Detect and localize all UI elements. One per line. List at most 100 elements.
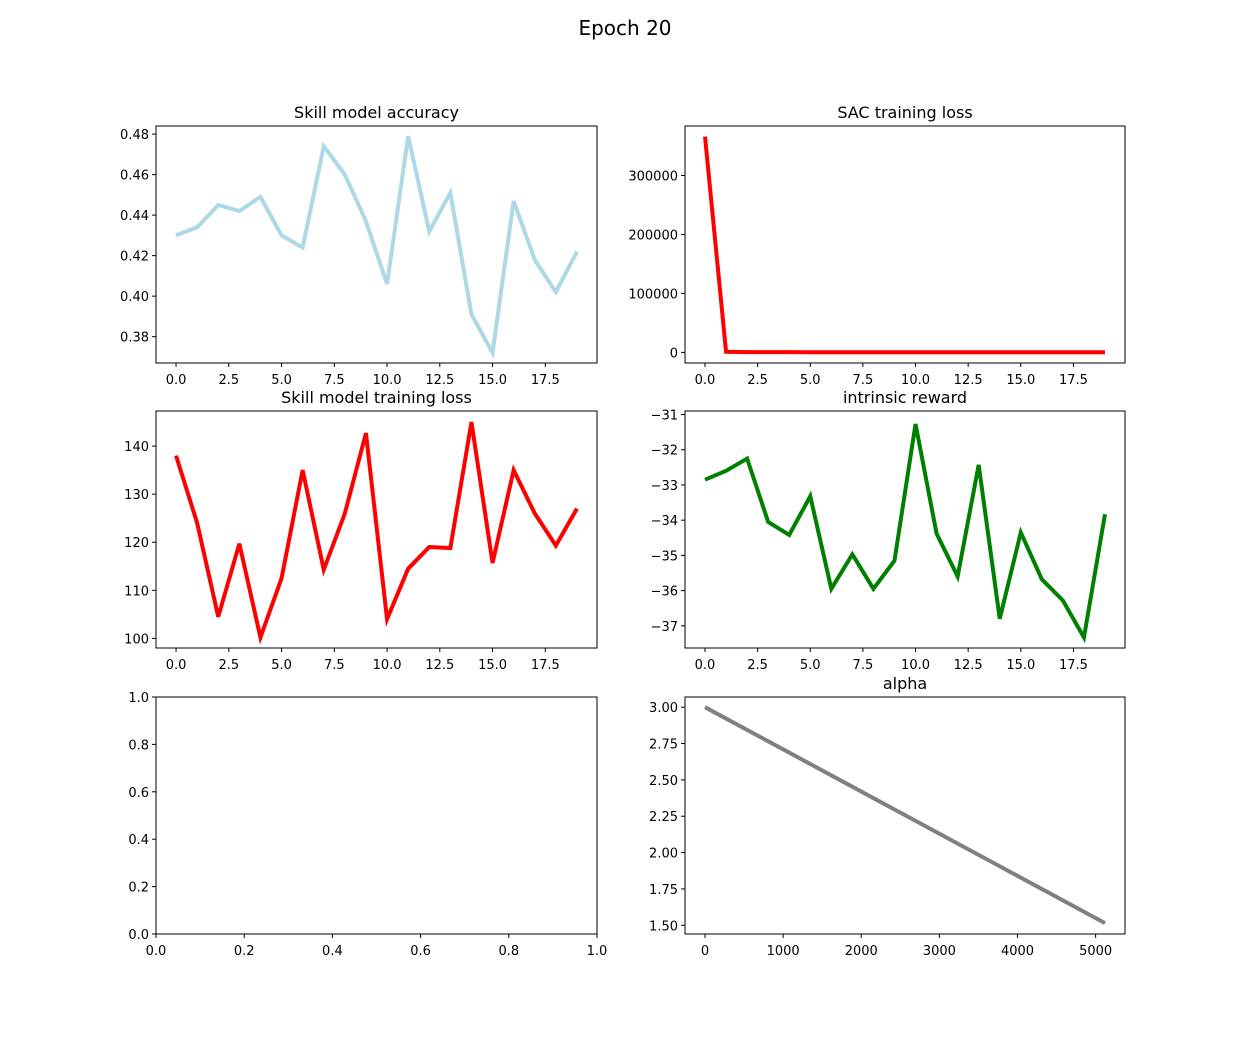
y-tick-label: 0.44 — [120, 209, 149, 224]
y-tick-label: 0.6 — [128, 786, 149, 801]
y-tick-label: 300000 — [628, 170, 678, 185]
x-tick-label: 10.0 — [901, 373, 930, 388]
axes-frame — [155, 696, 598, 935]
y-tick-label: 2.50 — [649, 774, 678, 789]
subplot-title: Skill model accuracy — [294, 103, 459, 122]
x-tick-label: 2.5 — [747, 373, 768, 388]
axes-frame — [684, 410, 1126, 649]
x-tick-label: 0.0 — [146, 944, 167, 959]
x-tick-label: 0.0 — [695, 373, 716, 388]
x-tick-label: 7.5 — [853, 373, 874, 388]
x-tick-label: 0.0 — [695, 658, 716, 673]
x-tick-label: 0.2 — [234, 944, 255, 959]
axes-frame — [155, 125, 598, 364]
y-tick-label: 2.75 — [649, 738, 678, 753]
y-tick-label: −36 — [651, 585, 678, 600]
y-tick-label: 100 — [124, 632, 149, 647]
y-tick-label: −32 — [651, 444, 678, 459]
subplot-title: intrinsic reward — [843, 388, 967, 407]
series-line — [703, 136, 1106, 355]
x-tick-label: 5.0 — [800, 658, 821, 673]
y-tick-label: 0.46 — [120, 169, 149, 184]
x-tick-label: 15.0 — [1006, 658, 1035, 673]
y-tick-label: 110 — [124, 584, 149, 599]
y-tick-label: 0.38 — [120, 331, 149, 346]
y-tick-label: 0.0 — [128, 928, 149, 943]
y-tick-label: 1.50 — [649, 919, 678, 934]
x-tick-label: 7.5 — [324, 658, 345, 673]
x-tick-label: 0.0 — [166, 658, 187, 673]
x-tick-label: 0.4 — [322, 944, 343, 959]
x-tick-label: 12.5 — [425, 373, 454, 388]
subplot-title: alpha — [883, 674, 927, 693]
y-tick-label: 120 — [124, 536, 149, 551]
axes-frame — [684, 125, 1126, 364]
x-tick-label: 2.5 — [218, 658, 239, 673]
y-tick-label: −35 — [651, 549, 678, 564]
figure-title: Epoch 20 — [578, 16, 672, 40]
x-tick-label: 3000 — [923, 944, 956, 959]
x-tick-label: 0.0 — [166, 373, 187, 388]
y-tick-label: −33 — [651, 479, 678, 494]
y-tick-label: 0.48 — [120, 128, 149, 143]
y-tick-label: 1.0 — [128, 691, 149, 706]
y-tick-label: 140 — [124, 440, 149, 455]
x-tick-label: 5000 — [1079, 944, 1112, 959]
x-tick-label: 17.5 — [531, 658, 560, 673]
subplot-2: 0.0 2.5 5.0 7.5 10.0 12.5 15.0 17.5 0 100000 20000… — [628, 103, 1126, 388]
x-tick-label: 2.5 — [218, 373, 239, 388]
x-tick-label: 0.6 — [410, 944, 431, 959]
subplot-5: 0.0 0.2 0.4 0.6 0.8 1.0 0.0 0.2 0.4 0.6 0.8 1.0 — [128, 691, 607, 959]
x-tick-label: 0 — [701, 944, 709, 959]
series-line — [704, 423, 1107, 644]
x-tick-label: 10.0 — [901, 658, 930, 673]
x-tick-label: 17.5 — [1059, 373, 1088, 388]
y-tick-label: 1.75 — [649, 883, 678, 898]
y-tick-label: 3.00 — [649, 701, 678, 716]
subplot-6: 0 1000 2000 3000 4000 5000 1.50 1.75 2.00 2.25 2.5… — [649, 674, 1126, 959]
x-tick-label: 4000 — [1001, 944, 1034, 959]
y-tick-label: 200000 — [628, 228, 678, 243]
x-tick-label: 15.0 — [478, 658, 507, 673]
x-tick-label: 10.0 — [373, 373, 402, 388]
x-tick-label: 17.5 — [1059, 658, 1088, 673]
y-tick-label: −31 — [651, 409, 678, 424]
x-tick-label: 15.0 — [1006, 373, 1035, 388]
subplot-4: 0.0 2.5 5.0 7.5 10.0 12.5 15.0 17.5 −37 −36 −35 −34… — [651, 388, 1126, 673]
y-tick-label: 0.4 — [128, 833, 149, 848]
x-tick-label: 2.5 — [747, 658, 768, 673]
x-tick-label: 5.0 — [800, 373, 821, 388]
x-tick-label: 15.0 — [478, 373, 507, 388]
x-tick-label: 7.5 — [853, 658, 874, 673]
series-line — [175, 135, 579, 360]
x-tick-label: 0.8 — [498, 944, 519, 959]
subplot-3: 0.0 2.5 5.0 7.5 10.0 12.5 15.0 17.5 100 110 120 130… — [124, 388, 598, 673]
x-tick-label: 12.5 — [954, 658, 983, 673]
x-tick-label: 12.5 — [425, 658, 454, 673]
x-tick-label: 2000 — [845, 944, 878, 959]
x-tick-label: 5.0 — [271, 658, 292, 673]
y-tick-label: 0.2 — [128, 881, 149, 896]
y-tick-label: −37 — [651, 620, 678, 635]
series-line — [704, 705, 1106, 925]
subplot-1: 0.0 2.5 5.0 7.5 10.0 12.5 15.0 17.5 0.38 0.40 0.42… — [120, 103, 598, 388]
axes-frame — [684, 696, 1126, 935]
y-tick-label: −34 — [651, 514, 678, 529]
y-tick-label: 100000 — [628, 287, 678, 302]
x-tick-label: 17.5 — [531, 373, 560, 388]
y-tick-label: 0 — [670, 346, 678, 361]
y-tick-label: 0.42 — [120, 250, 149, 265]
series-line — [174, 421, 579, 645]
subplot-title: Skill model training loss — [281, 388, 472, 407]
x-tick-label: 10.0 — [373, 658, 402, 673]
y-tick-label: 2.00 — [649, 847, 678, 862]
x-tick-label: 7.5 — [324, 373, 345, 388]
x-tick-label: 1000 — [767, 944, 800, 959]
y-tick-label: 2.25 — [649, 810, 678, 825]
x-tick-label: 1.0 — [587, 944, 608, 959]
subplot-title: SAC training loss — [837, 103, 972, 122]
y-tick-label: 0.40 — [120, 290, 149, 305]
y-tick-label: 130 — [124, 488, 149, 503]
x-tick-label: 5.0 — [271, 373, 292, 388]
